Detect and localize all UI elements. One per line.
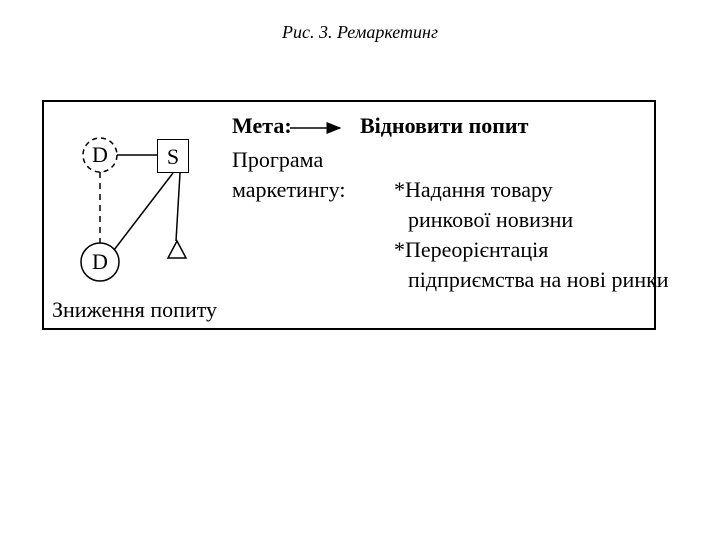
node-d1-label: D: [92, 141, 108, 170]
label-goal: Відновити попит: [360, 112, 528, 141]
node-s-label: S: [167, 144, 179, 169]
bullet-1b: ринкової новизни: [408, 206, 573, 235]
node-s: S: [157, 139, 189, 173]
bullet-2a: *Переорієнтація: [394, 236, 548, 265]
bullet-1a: *Надання товару: [394, 176, 553, 205]
node-d2-label: D: [92, 248, 108, 277]
bullet-2b: підприємства на нові ринки: [408, 266, 669, 295]
label-program-1: Програма: [232, 146, 323, 175]
label-bottom: Зниження попиту: [52, 296, 217, 325]
label-meta: Мета:: [232, 112, 292, 141]
label-program-2: маркетингу:: [232, 176, 345, 205]
page: Рис. 3. Ремаркетинг D D S Мета: Відновит…: [0, 0, 720, 540]
